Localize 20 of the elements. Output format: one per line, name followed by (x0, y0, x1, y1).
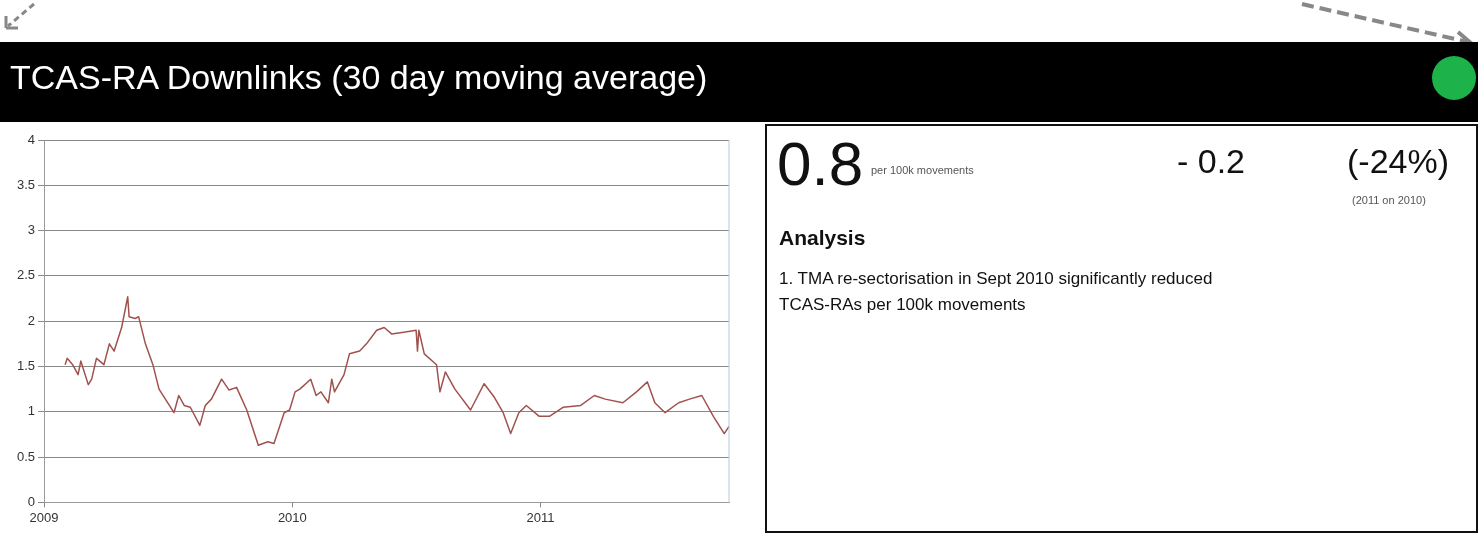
text: per 100k movements (871, 164, 974, 176)
x-tick-label: 2009 (29, 509, 59, 525)
text: (-24%) (1347, 142, 1450, 181)
y-tick-label: 2.5 (16, 267, 36, 283)
y-tick-label: 0 (27, 493, 36, 509)
y-tick-label: 0.5 (16, 448, 36, 464)
y-tick-label: 1.5 (16, 358, 36, 374)
y-tick-label: 4 (27, 131, 36, 147)
y-tick-label: 3.5 (16, 176, 36, 192)
y-tick-label: 2 (27, 312, 36, 328)
x-tick-label: 2011 (526, 509, 555, 525)
text: Analysis (779, 226, 866, 250)
chart-title: TCAS-RA Downlinks (30 day moving average) (10, 58, 708, 97)
y-tick-label: 3 (27, 222, 36, 238)
text: 1. TMA re-sectorisation in Sept 2010 significantly reduced TCAS-RAs per 100k movements (779, 268, 1214, 316)
y-tick-label: 1 (27, 403, 36, 419)
text: 0.8 (777, 128, 864, 200)
text: - 0.2 (1177, 142, 1246, 181)
text: (2011 on 2010) (1352, 194, 1426, 206)
x-tick-label: 2010 (277, 509, 307, 525)
